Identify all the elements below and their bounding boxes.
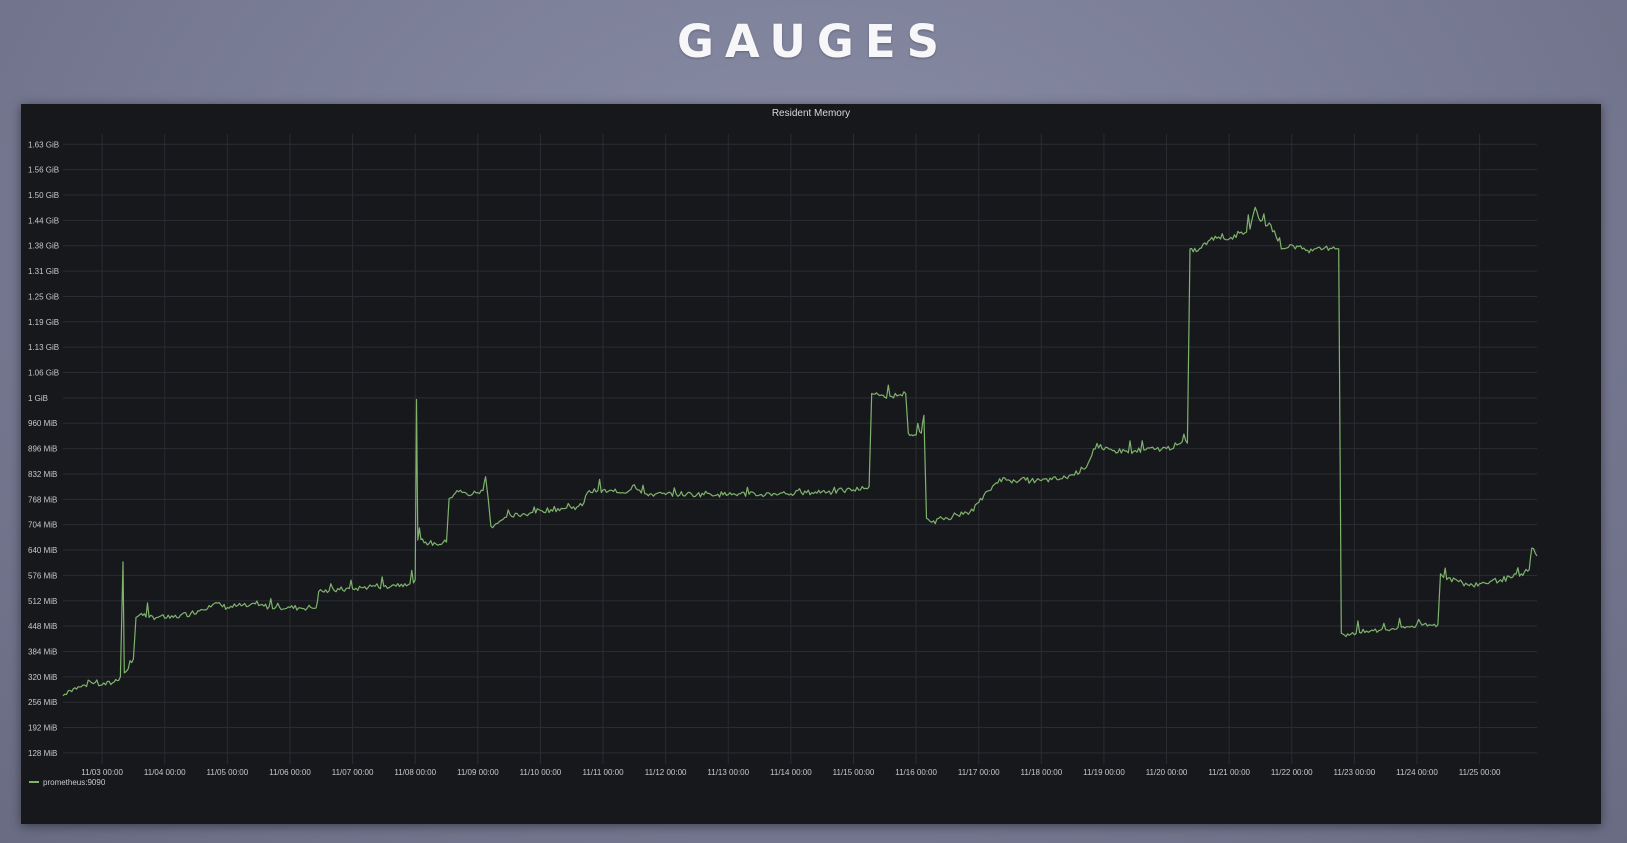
x-tick-label: 11/07 00:00 bbox=[332, 768, 374, 777]
x-tick-label: 11/11 00:00 bbox=[582, 768, 624, 777]
y-tick-label: 1.56 GiB bbox=[28, 166, 59, 175]
x-tick-label: 11/03 00:00 bbox=[81, 768, 123, 777]
y-tick-label: 1.31 GiB bbox=[28, 267, 59, 276]
y-tick-label: 448 MiB bbox=[28, 622, 57, 631]
x-tick-label: 11/09 00:00 bbox=[457, 768, 499, 777]
y-tick-label: 512 MiB bbox=[28, 597, 57, 606]
y-tick-label: 896 MiB bbox=[28, 445, 57, 454]
y-tick-label: 1.63 GiB bbox=[28, 140, 59, 149]
y-tick-label: 128 MiB bbox=[28, 749, 57, 758]
y-axis: 128 MiB 192 MiB 256 MiB 320 MiB 384 MiB 448 M… bbox=[28, 140, 59, 758]
legend[interactable]: prometheus:9090 bbox=[29, 778, 106, 787]
x-tick-label: 11/12 00:00 bbox=[645, 768, 687, 777]
x-axis: 11/03 00:00 11/04 00:00 11/05 00:00 11/06 0… bbox=[81, 768, 1501, 777]
x-tick-label: 11/22 00:00 bbox=[1271, 768, 1313, 777]
y-tick-label: 1.38 GiB bbox=[28, 242, 59, 251]
x-tick-label: 11/15 00:00 bbox=[833, 768, 875, 777]
x-tick-label: 11/04 00:00 bbox=[144, 768, 186, 777]
y-tick-label: 1.44 GiB bbox=[28, 216, 59, 225]
y-tick-label: 1.25 GiB bbox=[28, 292, 59, 301]
x-tick-label: 11/23 00:00 bbox=[1334, 768, 1376, 777]
y-tick-label: 192 MiB bbox=[28, 724, 57, 733]
y-tick-label: 704 MiB bbox=[28, 521, 57, 530]
slide-title: GAUGES bbox=[676, 15, 950, 68]
y-tick-label: 576 MiB bbox=[28, 571, 57, 580]
x-tick-label: 11/25 00:00 bbox=[1459, 768, 1501, 777]
series-line-prometheus bbox=[62, 206, 1538, 697]
y-tick-label: 832 MiB bbox=[28, 470, 57, 479]
x-tick-label: 11/18 00:00 bbox=[1020, 768, 1062, 777]
x-tick-label: 11/17 00:00 bbox=[958, 768, 1000, 777]
y-tick-label: 1.50 GiB bbox=[28, 191, 59, 200]
y-tick-label: 1 GiB bbox=[28, 394, 48, 403]
chart-panel: Resident Memory 128 MiB 192 MiB 256 MiB 320… bbox=[21, 104, 1601, 824]
x-tick-label: 11/24 00:00 bbox=[1396, 768, 1438, 777]
x-tick-label: 11/13 00:00 bbox=[707, 768, 749, 777]
x-tick-label: 11/10 00:00 bbox=[520, 768, 562, 777]
x-tick-label: 11/20 00:00 bbox=[1146, 768, 1188, 777]
series-layer bbox=[62, 206, 1538, 697]
x-tick-label: 11/06 00:00 bbox=[269, 768, 311, 777]
x-tick-label: 11/14 00:00 bbox=[770, 768, 812, 777]
x-tick-label: 11/08 00:00 bbox=[394, 768, 436, 777]
chart-title: Resident Memory bbox=[772, 108, 850, 119]
y-tick-label: 1.13 GiB bbox=[28, 343, 59, 352]
y-tick-label: 768 MiB bbox=[28, 495, 57, 504]
resident-memory-chart: Resident Memory 128 MiB 192 MiB 256 MiB 320… bbox=[28, 108, 1538, 787]
y-tick-label: 320 MiB bbox=[28, 673, 57, 682]
y-tick-label: 1.06 GiB bbox=[28, 369, 59, 378]
x-tick-label: 11/21 00:00 bbox=[1208, 768, 1250, 777]
grid-lines bbox=[63, 134, 1537, 764]
y-tick-label: 256 MiB bbox=[28, 698, 57, 707]
x-tick-label: 11/19 00:00 bbox=[1083, 768, 1125, 777]
y-tick-label: 1.19 GiB bbox=[28, 318, 59, 327]
y-tick-label: 960 MiB bbox=[28, 419, 57, 428]
x-tick-label: 11/16 00:00 bbox=[895, 768, 937, 777]
y-tick-label: 640 MiB bbox=[28, 546, 57, 555]
legend-label[interactable]: prometheus:9090 bbox=[43, 778, 106, 787]
x-tick-label: 11/05 00:00 bbox=[207, 768, 249, 777]
y-tick-label: 384 MiB bbox=[28, 647, 57, 656]
